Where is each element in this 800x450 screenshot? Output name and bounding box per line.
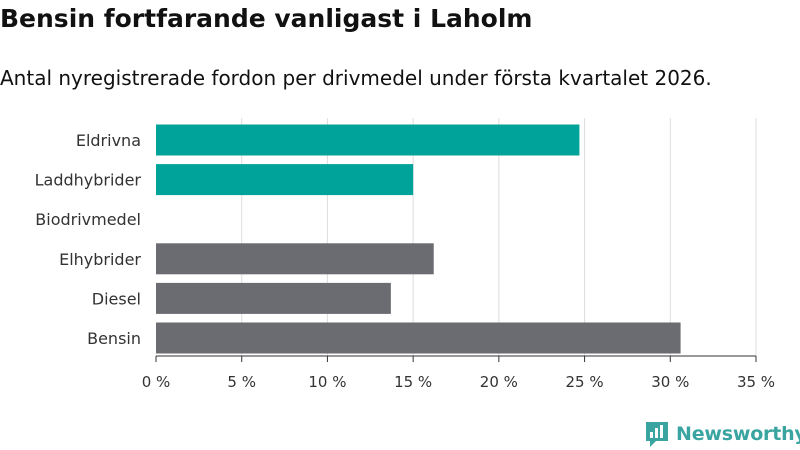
x-tick-label: 25 % (566, 373, 604, 391)
bar (156, 243, 434, 275)
category-labels: Eldrivna Laddhybrider Biodrivmedel Elhybrid… (35, 131, 142, 348)
gridlines (155, 118, 757, 362)
bar-chart: Eldrivna Laddhybrider Biodrivmedel Elhybrid… (35, 118, 775, 391)
category-label: Laddhybrider (35, 171, 142, 190)
brand-name: Newsworthy (676, 423, 800, 445)
category-label: Elhybrider (59, 250, 141, 269)
bar (156, 124, 580, 156)
x-tick-label: 30 % (651, 373, 689, 391)
category-label: Bensin (87, 329, 141, 348)
chart-title: Bensin fortfarande vanligast i Laholm (0, 4, 533, 33)
newsworthy-logo-icon (646, 422, 668, 447)
tick-labels: 0 % 5 % 10 % 15 % 20 % 25 % 30 % 35 % (142, 373, 775, 391)
x-tick-label: 35 % (737, 373, 775, 391)
x-tick-label: 5 % (227, 373, 256, 391)
bar (156, 322, 681, 354)
category-label: Biodrivmedel (35, 210, 141, 229)
brand-logo: Newsworthy (644, 420, 800, 448)
bar (156, 164, 414, 196)
category-label: Eldrivna (76, 131, 141, 150)
x-tick-label: 15 % (394, 373, 432, 391)
bars (156, 124, 681, 354)
chart-subtitle: Antal nyregistrerade fordon per drivmede… (0, 66, 712, 90)
category-label: Diesel (92, 289, 141, 308)
bar (156, 282, 391, 314)
x-tick-label: 20 % (480, 373, 518, 391)
x-tick-label: 10 % (308, 373, 346, 391)
x-tick-label: 0 % (142, 373, 171, 391)
